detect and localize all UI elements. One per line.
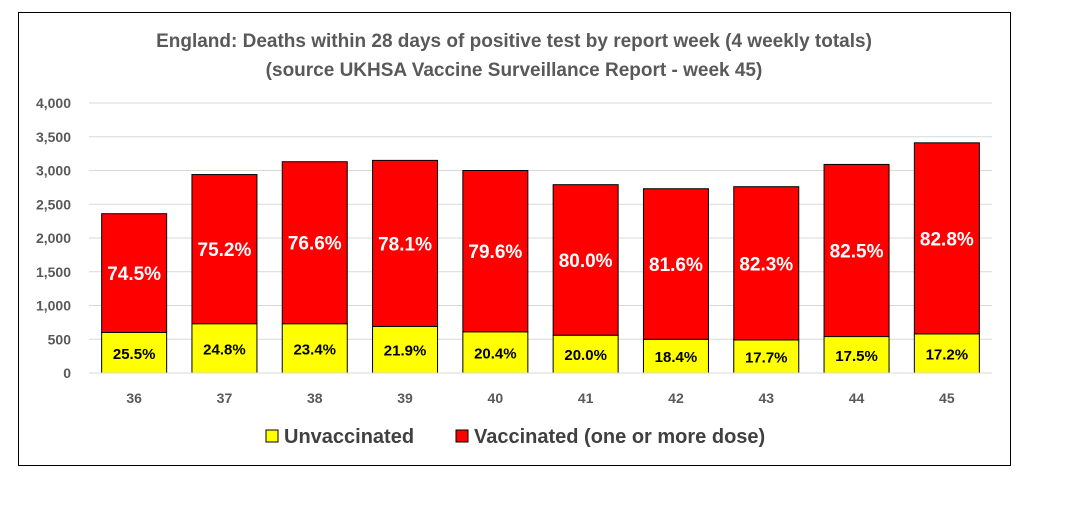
- data-label-vaccinated: 78.1%: [378, 234, 432, 255]
- legend: Unvaccinated Vaccinated (one or more dos…: [265, 426, 765, 448]
- bar-vaccinated: [823, 163, 890, 338]
- bar-vaccinated: [281, 161, 348, 325]
- legend-swatch-vaccinated: [455, 429, 469, 443]
- bar-unvaccinated: [552, 334, 619, 374]
- data-label-vaccinated: 79.6%: [468, 242, 522, 263]
- bars: 25.5% 74.5% 24.8% 75.2% 23.4% 76.6% 21.9% 78.1%…: [101, 142, 980, 374]
- bar-unvaccinated: [642, 338, 709, 374]
- bar-vaccinated: [642, 188, 709, 340]
- x-tick-label: 37: [217, 390, 233, 406]
- y-axis: 0 500 1,000 1,500 2,000 2,500 3,000 3,500 4,000: [36, 95, 71, 381]
- data-label-unvaccinated: 21.9%: [384, 343, 427, 360]
- bar-unvaccinated: [823, 336, 890, 374]
- data-label-unvaccinated: 25.5%: [113, 346, 156, 363]
- y-tick-label: 1,000: [36, 298, 71, 314]
- y-tick-label: 500: [48, 331, 72, 347]
- data-label-vaccinated: 80.0%: [559, 251, 613, 272]
- data-label-unvaccinated: 24.8%: [203, 341, 246, 358]
- y-tick-label: 3,500: [36, 129, 71, 145]
- x-tick-label: 36: [126, 390, 142, 406]
- data-label-vaccinated: 82.3%: [739, 254, 793, 275]
- y-tick-label: 2,500: [36, 196, 71, 212]
- data-label-vaccinated: 81.6%: [649, 255, 703, 276]
- x-axis: 36 37 38 39 40 41 42 43 44 45: [89, 372, 992, 406]
- data-label-vaccinated: 75.2%: [198, 240, 252, 261]
- y-tick-label: 1,500: [36, 264, 71, 280]
- data-label-unvaccinated: 17.2%: [926, 346, 969, 363]
- x-tick-label: 43: [758, 390, 774, 406]
- bar-vaccinated: [552, 184, 619, 336]
- y-tick-label: 4,000: [36, 95, 71, 111]
- bar-vaccinated: [372, 159, 439, 327]
- bar-vaccinated: [733, 186, 800, 341]
- data-label-unvaccinated: 20.0%: [564, 347, 607, 364]
- legend-label-vaccinated: Vaccinated (one or more dose): [474, 426, 765, 448]
- chart-title: England: Deaths within 28 days of positi…: [156, 31, 872, 52]
- bar-vaccinated: [462, 170, 529, 333]
- x-tick-label: 40: [488, 390, 504, 406]
- bar-unvaccinated: [372, 325, 439, 374]
- data-label-unvaccinated: 23.4%: [293, 341, 336, 358]
- data-label-unvaccinated: 17.5%: [835, 348, 878, 365]
- data-label-vaccinated: 82.8%: [920, 229, 974, 250]
- data-label-unvaccinated: 20.4%: [474, 345, 517, 362]
- bar-vaccinated: [913, 142, 980, 335]
- data-label-unvaccinated: 18.4%: [655, 349, 698, 366]
- data-label-vaccinated: 82.5%: [830, 241, 884, 262]
- x-tick-label: 44: [849, 390, 865, 406]
- x-tick-label: 38: [307, 390, 323, 406]
- y-tick-label: 2,000: [36, 230, 71, 246]
- data-label-unvaccinated: 17.7%: [745, 349, 788, 366]
- data-label-vaccinated: 74.5%: [107, 264, 161, 285]
- chart-subtitle: (source UKHSA Vaccine Surveillance Repor…: [266, 60, 763, 81]
- y-tick-label: 0: [63, 365, 71, 381]
- y-tick-label: 3,000: [36, 163, 71, 179]
- bar-unvaccinated: [733, 339, 800, 374]
- x-tick-label: 41: [578, 390, 594, 406]
- x-tick-label: 45: [939, 390, 955, 406]
- data-label-vaccinated: 76.6%: [288, 234, 342, 255]
- x-tick-label: 42: [668, 390, 684, 406]
- bar-unvaccinated: [913, 333, 980, 374]
- bar-unvaccinated: [281, 323, 348, 374]
- bar-vaccinated: [191, 174, 258, 325]
- legend-label-unvaccinated: Unvaccinated: [284, 426, 414, 448]
- x-tick-label: 39: [397, 390, 413, 406]
- legend-swatch-unvaccinated: [265, 429, 279, 443]
- bar-vaccinated: [101, 213, 168, 333]
